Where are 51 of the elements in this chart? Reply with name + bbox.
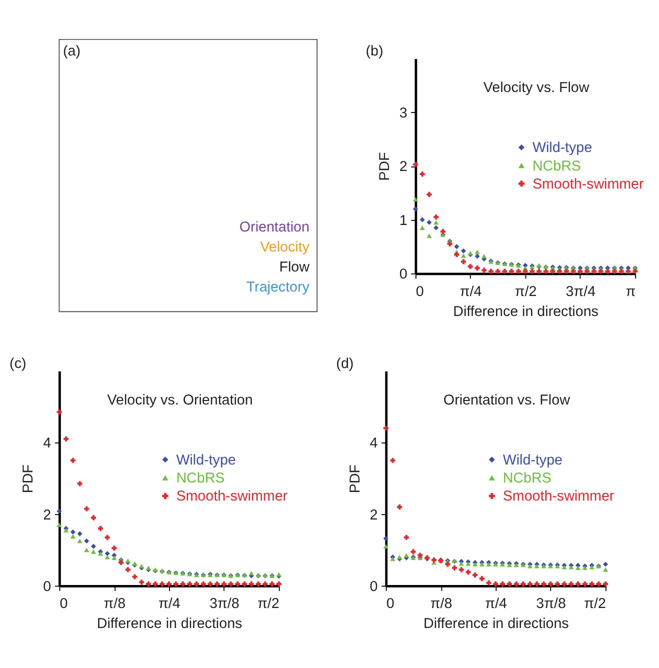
- text: (d): [336, 356, 354, 372]
- legend-label: Smooth-swimmer: [176, 488, 288, 505]
- y-axis-title: PDF: [376, 152, 393, 181]
- x-axis-title: Difference in directions: [423, 616, 569, 632]
- x-tick-label: π/8: [104, 596, 126, 612]
- legend-label: Smooth-swimmer: [532, 176, 644, 192]
- y-tick-label: 0: [43, 578, 52, 595]
- legend-label: Wild-type: [176, 452, 236, 468]
- x-tick-label: 3π/8: [536, 596, 566, 612]
- text: (c): [10, 356, 26, 372]
- x-tick-label: 3π/4: [566, 284, 596, 300]
- x-tick-label: π/4: [460, 284, 482, 300]
- category-label: Trajectory: [246, 280, 310, 296]
- legend-label: NCbRS: [502, 470, 552, 487]
- y-tick-label: 3: [399, 106, 408, 122]
- y-tick-label: 2: [370, 507, 378, 524]
- text: Velocity vs. Flow: [483, 80, 590, 96]
- category-label: Orientation: [239, 219, 310, 236]
- y-tick-label: 4: [43, 436, 52, 452]
- legend-label: NCbRS: [532, 158, 581, 174]
- text: (b): [366, 44, 384, 60]
- category-label: Flow: [279, 260, 310, 276]
- x-tick-label: 0: [60, 596, 68, 612]
- text: Velocity vs. Orientation: [107, 392, 253, 408]
- text: (a): [63, 44, 81, 60]
- y-axis-title: PDF: [347, 464, 364, 494]
- y-tick-label: 2: [43, 507, 52, 524]
- text: Orientation vs. Flow: [443, 392, 571, 408]
- x-tick-label: π/2: [584, 596, 606, 612]
- legend-label: Wild-type: [532, 140, 592, 156]
- y-axis-title: PDF: [20, 464, 37, 494]
- x-tick-label: π: [626, 284, 636, 300]
- x-axis-title: Difference in directions: [96, 616, 242, 632]
- x-tick-label: π/2: [258, 596, 280, 612]
- x-tick-label: π/4: [158, 596, 180, 612]
- legend-label: Wild-type: [502, 452, 563, 468]
- x-tick-label: 0: [416, 284, 424, 300]
- y-tick-label: 1: [399, 212, 408, 229]
- x-axis-title: Difference in directions: [453, 304, 598, 320]
- legend-label: Smooth-swimmer: [502, 488, 614, 505]
- x-tick-label: π/4: [485, 596, 508, 612]
- y-tick-label: 0: [399, 266, 408, 283]
- category-label: Velocity: [260, 239, 310, 256]
- x-tick-label: π/2: [514, 284, 537, 300]
- y-tick-label: 0: [370, 578, 378, 595]
- y-tick-label: 2: [399, 159, 408, 176]
- x-tick-label: 3π/8: [210, 596, 240, 612]
- legend-label: NCbRS: [176, 470, 225, 487]
- x-tick-label: 0: [386, 596, 394, 612]
- x-tick-label: π/8: [430, 596, 452, 612]
- y-tick-label: 4: [370, 436, 378, 452]
